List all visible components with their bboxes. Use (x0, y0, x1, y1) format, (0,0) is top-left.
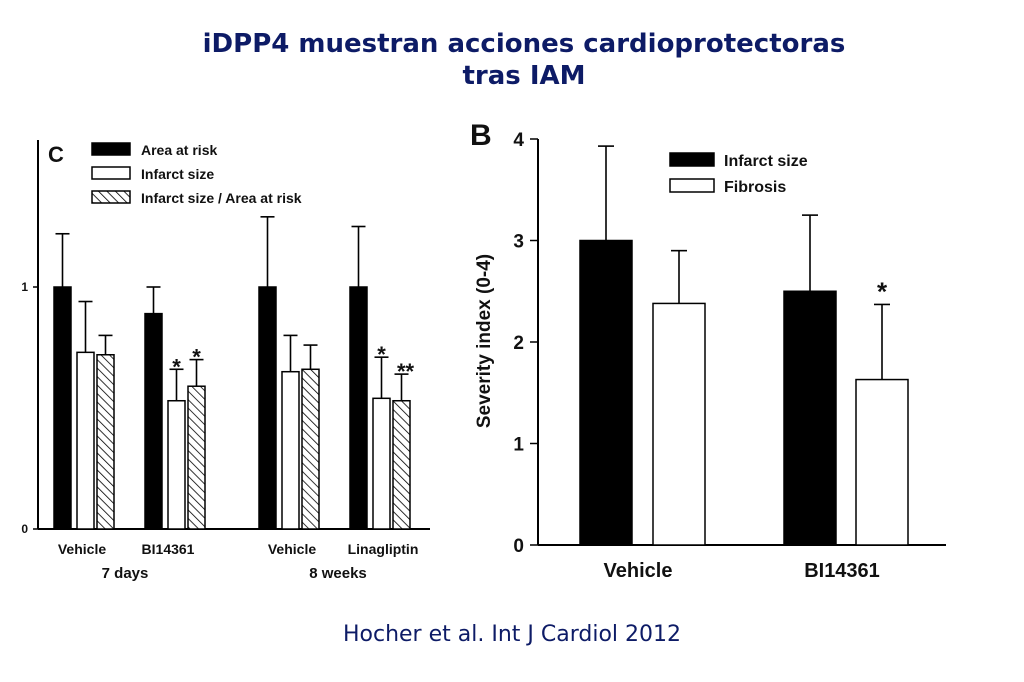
panel-c-legend-swatch (91, 190, 131, 204)
citation: Hocher et al. Int J Cardiol 2012 (342, 622, 681, 647)
panel-b-y-tick-label: 3 (513, 232, 524, 253)
panel-c-significance-mark: ** (397, 359, 415, 384)
panel-b-label: B (470, 119, 492, 152)
panel-c-legend-swatch (91, 166, 131, 180)
panel-c-category-label: Linagliptin (348, 541, 419, 557)
panel-c-category-label: Vehicle (58, 541, 106, 557)
panel-c-category-label: BI14361 (142, 541, 195, 557)
panel-c-bar (392, 399, 411, 530)
panel-c-bar (372, 397, 391, 530)
panel-b-legend-label: Fibrosis (724, 179, 786, 196)
panel-b-category-label: Vehicle (604, 560, 673, 582)
slide-title-line-1: iDPP4 muestran acciones cardioprotectora… (202, 29, 846, 59)
slide-title: iDPP4 muestran acciones cardioprotectora… (0, 28, 1024, 92)
slide-title-line-2: tras IAM (462, 61, 586, 91)
panel-c-bar (53, 286, 72, 530)
panel-c-significance-mark: * (172, 354, 181, 379)
panel-c-label: C (48, 142, 64, 167)
panel-b-y-axis-label: Severity index (0-4) (474, 254, 495, 428)
panel-c-significance-mark: * (192, 345, 201, 370)
panel-c-legend-label: Infarct size / Area at risk (141, 190, 302, 206)
panel-c-legend-swatch (91, 142, 131, 156)
panel-c-category-label: Vehicle (268, 541, 316, 557)
panel-c-bar (281, 370, 300, 530)
panel-b-bar (783, 290, 837, 546)
panel-c-bar (349, 286, 368, 530)
panel-c-bar (96, 354, 115, 530)
panel-b-y-tick-label: 4 (513, 130, 524, 151)
panel-c-bar (258, 286, 277, 530)
panel-c-bar (144, 312, 163, 530)
panel-b-y-tick-label: 1 (513, 435, 524, 456)
panel-b-bar (652, 302, 706, 546)
panel-b-legend-swatch (669, 178, 715, 193)
panel-c-group-label: 8 weeks (309, 565, 367, 582)
panel-b-y-tick-label: 0 (513, 536, 524, 557)
panel-c-y-tick-label: 1 (21, 280, 28, 294)
panel-b-legend-swatch (669, 152, 715, 167)
panel-c-bar (76, 351, 95, 530)
panel-b-significance-mark: * (877, 276, 888, 306)
panel-c-legend-label: Infarct size (141, 166, 214, 182)
panel-b-y-tick-label: 2 (513, 333, 524, 354)
panel-c-bar (187, 385, 206, 530)
panel-c-bar (167, 399, 186, 530)
panel-c-bar (301, 368, 320, 530)
panel-c-y-tick-label: 0 (21, 522, 28, 536)
panel-b-category-label: BI14361 (804, 560, 880, 582)
panel-b-legend-label: Infarct size (724, 153, 808, 170)
panel-c-group-label: 7 days (102, 565, 149, 582)
panel-b-bar (579, 239, 633, 546)
panel-c-legend-label: Area at risk (141, 142, 217, 158)
panel-c-significance-mark: * (377, 342, 386, 367)
panel-b-bar (855, 378, 909, 546)
